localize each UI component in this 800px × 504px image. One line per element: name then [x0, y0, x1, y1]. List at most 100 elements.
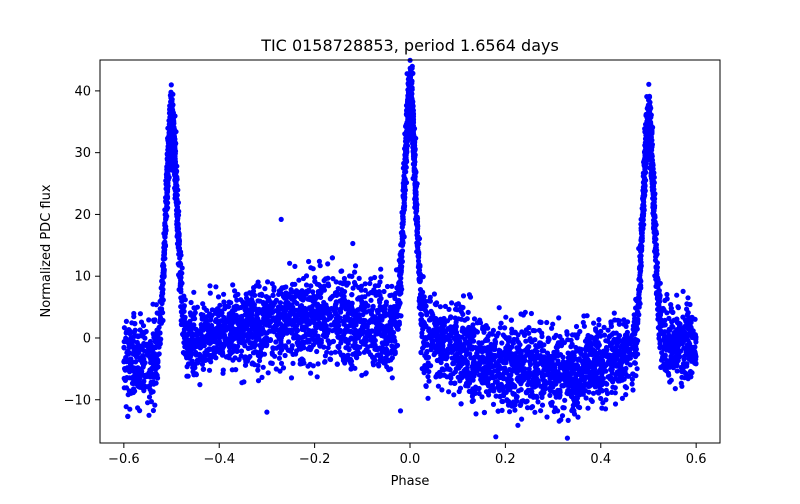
data-point: [507, 355, 513, 362]
data-point: [592, 372, 599, 378]
data-point: [307, 361, 313, 367]
data-point: [669, 323, 675, 329]
data-point: [492, 339, 499, 345]
data-point: [517, 355, 523, 361]
data-point: [582, 338, 589, 344]
data-point: [282, 322, 289, 328]
data-point: [499, 356, 505, 363]
data-point: [437, 304, 443, 310]
data-point: [524, 405, 531, 411]
data-point: [188, 299, 194, 306]
data-point: [680, 288, 686, 294]
data-point: [333, 299, 339, 305]
data-point: [575, 414, 581, 420]
data-point: [503, 314, 509, 320]
data-point: [440, 347, 446, 353]
data-point: [470, 397, 476, 404]
data-point: [255, 363, 261, 369]
data-point: [252, 292, 258, 298]
data-point: [464, 365, 470, 371]
data-point: [283, 344, 289, 350]
data-point: [522, 357, 528, 364]
data-point: [573, 395, 579, 401]
data-point: [202, 357, 208, 363]
data-point: [426, 298, 432, 304]
data-point: [528, 310, 535, 317]
data-point: [438, 359, 444, 366]
data-point: [602, 349, 609, 355]
data-point: [316, 258, 322, 264]
data-point: [199, 361, 206, 367]
data-point: [346, 317, 352, 323]
data-point: [596, 317, 602, 323]
data-point: [551, 355, 557, 361]
data-point: [551, 372, 557, 378]
data-point: [208, 354, 214, 361]
data-point: [434, 337, 440, 343]
data-point: [315, 335, 321, 341]
data-point: [671, 330, 677, 336]
data-point: [288, 375, 295, 381]
data-point: [303, 309, 309, 315]
data-point: [323, 302, 329, 308]
data-point: [562, 397, 568, 403]
data-point: [255, 367, 261, 373]
data-point: [151, 332, 157, 338]
data-point: [556, 418, 562, 424]
data-point: [451, 360, 457, 366]
data-point: [282, 316, 288, 322]
data-point: [601, 332, 608, 338]
data-point: [556, 372, 562, 378]
data-point: [572, 399, 578, 405]
data-point: [493, 393, 499, 399]
data-point: [271, 287, 277, 293]
data-point: [418, 349, 424, 356]
data-point: [629, 381, 635, 387]
data-point: [461, 370, 467, 376]
data-point: [465, 309, 471, 315]
data-point: [255, 378, 262, 384]
data-point: [555, 408, 561, 414]
data-point: [423, 336, 429, 342]
data-point: [605, 374, 611, 380]
data-point: [353, 327, 359, 333]
data-point: [621, 376, 627, 382]
data-point: [664, 291, 670, 298]
data-point: [283, 290, 289, 296]
data-point: [198, 344, 204, 350]
data-point: [367, 280, 373, 287]
data-point: [480, 326, 486, 332]
data-point: [306, 305, 313, 311]
data-point: [571, 362, 577, 368]
data-point: [234, 297, 240, 303]
data-point: [313, 301, 319, 307]
data-point: [557, 361, 563, 367]
data-point: [179, 313, 185, 319]
data-point: [276, 291, 282, 297]
data-point: [539, 402, 546, 408]
data-point: [440, 342, 446, 348]
data-point: [372, 337, 378, 344]
data-point: [681, 345, 687, 351]
data-point: [352, 263, 359, 269]
data-point: [557, 387, 563, 393]
data-point: [267, 337, 274, 343]
data-point: [458, 304, 464, 310]
data-point: [610, 384, 616, 390]
data-point: [159, 300, 165, 307]
data-point: [176, 251, 182, 257]
data-point: [611, 310, 617, 316]
data-point: [152, 317, 158, 323]
data-point: [572, 356, 579, 362]
data-point: [463, 383, 469, 389]
data-point: [500, 332, 506, 338]
data-point: [518, 311, 524, 317]
data-point: [383, 340, 389, 346]
data-point: [495, 408, 501, 414]
data-point: [258, 342, 264, 348]
data-point: [207, 283, 213, 289]
data-point: [313, 294, 319, 300]
data-point: [500, 376, 506, 382]
data-point: [305, 296, 311, 302]
